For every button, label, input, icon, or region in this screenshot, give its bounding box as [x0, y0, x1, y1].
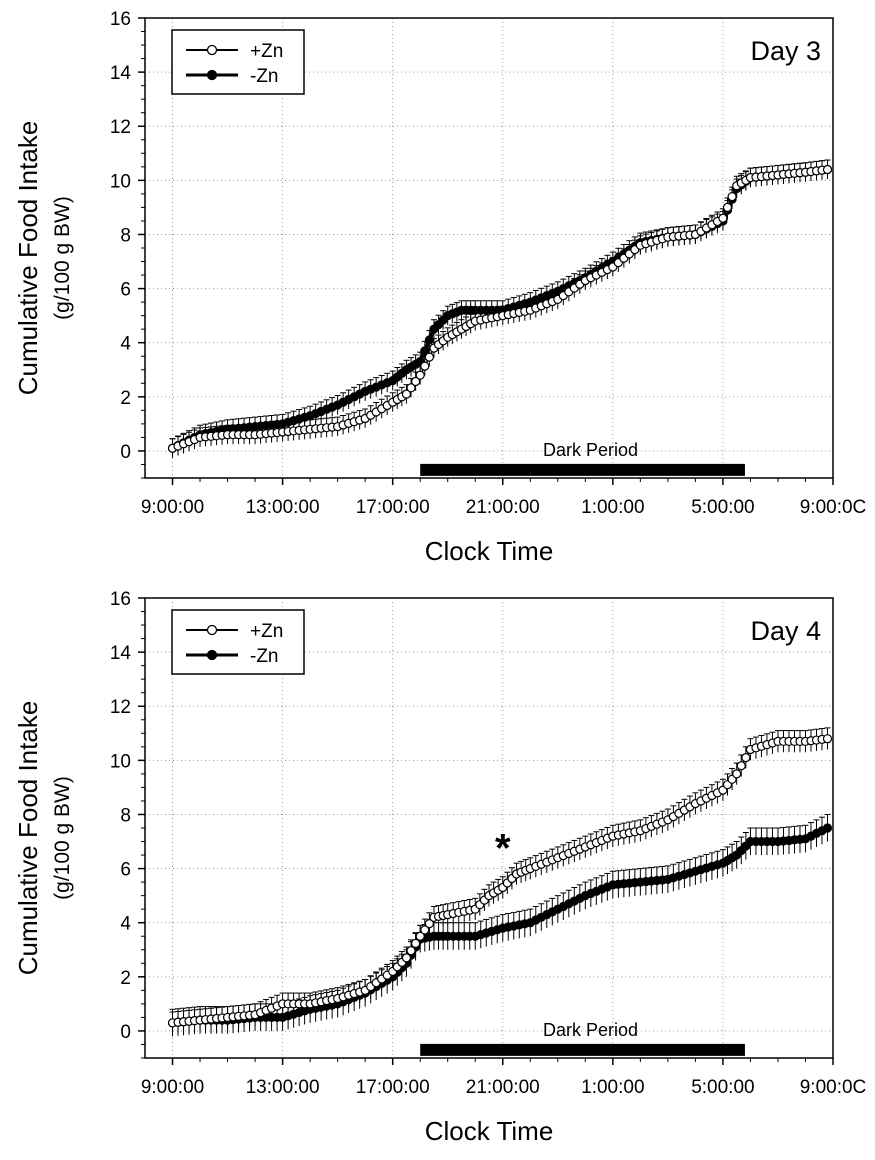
y-tick-label: 12 — [110, 697, 131, 718]
data-point — [415, 370, 425, 380]
y-tick-label: 4 — [120, 914, 131, 935]
data-point — [722, 202, 733, 213]
x-axis: 9:00:00 13:00:00 17:00:00 21:00:00 1:00:00 5:… — [141, 1058, 866, 1098]
chart-panel-day-3: 0 2 4 6 8 10 12 14 16 9:00:00 13:00:00 17:00:00 21:0… — [13, 9, 866, 566]
y-tick-label: 16 — [110, 589, 131, 610]
y-axis: 0 2 4 6 8 10 12 14 16 — [110, 9, 145, 479]
y-tick-label: 2 — [120, 968, 131, 989]
legend-label: +Zn — [250, 621, 283, 642]
data-point — [732, 769, 742, 779]
data-point — [420, 361, 430, 371]
chart-svg-day-4: 0 2 4 6 8 10 12 14 16 9:00:00 13:00:00 17:00:00 21:0… — [13, 589, 866, 1146]
y-axis: 0 2 4 6 8 10 12 14 16 — [110, 589, 145, 1059]
dark-period-label: Dark Period — [543, 440, 638, 460]
y-tick-label: 8 — [120, 225, 131, 246]
data-point — [736, 761, 746, 771]
dark-period-label: Dark Period — [543, 1020, 638, 1040]
y-tick-label: 8 — [120, 805, 131, 826]
legend-label: +Zn — [250, 41, 283, 62]
x-tick-label: 17:00:00 — [356, 497, 430, 518]
legend: +Zn -Zn — [171, 609, 305, 675]
series-plus-zn — [167, 159, 833, 458]
y-tick-label: 16 — [110, 9, 131, 30]
x-tick-label: 13:00:00 — [246, 1077, 320, 1098]
x-tick-label: 1:00:00 — [581, 497, 644, 518]
x-tick-label: 9:00:00 — [141, 1077, 204, 1098]
y-tick-label: 6 — [120, 280, 131, 301]
legend-box — [171, 29, 305, 95]
x-tick-label: 9:00:0C — [800, 1077, 867, 1098]
data-point — [406, 946, 416, 956]
y-axis-subtitle: (g/100 g BW) — [51, 196, 74, 320]
data-point — [406, 383, 416, 393]
x-tick-label: 17:00:00 — [356, 1077, 430, 1098]
dark-period-bar — [420, 1043, 745, 1056]
x-tick-label: 9:00:00 — [141, 497, 204, 518]
data-point — [401, 953, 412, 963]
data-point — [822, 823, 833, 833]
x-tick-label: 21:00:00 — [466, 1077, 540, 1098]
x-tick-label: 9:00:0C — [800, 497, 867, 518]
legend-label: -Zn — [250, 66, 279, 87]
legend: +Zn -Zn — [171, 29, 305, 95]
y-axis-title: Cumulative Food Intake — [13, 701, 43, 976]
x-axis: 9:00:00 13:00:00 17:00:00 21:00:00 1:00:00 5:… — [141, 478, 866, 518]
data-point — [401, 389, 412, 399]
legend-box — [171, 609, 305, 675]
panel-label: Day 4 — [750, 616, 821, 646]
chart-svg-day-3: 0 2 4 6 8 10 12 14 16 9:00:00 13:00:00 17:00:00 21:0… — [13, 9, 866, 566]
data-point — [822, 734, 833, 744]
legend-swatch-marker — [206, 69, 218, 81]
y-tick-label: 14 — [110, 643, 132, 664]
dark-period-bar — [420, 463, 745, 476]
data-point — [822, 164, 833, 175]
data-point — [424, 352, 434, 362]
chart-panel-day-4: 0 2 4 6 8 10 12 14 16 9:00:00 13:00:00 17:00:00 21:0… — [0, 580, 875, 1160]
y-axis-title: Cumulative Food Intake — [13, 121, 43, 396]
data-point — [415, 931, 425, 941]
data-point — [411, 938, 421, 949]
x-tick-label: 5:00:00 — [691, 497, 754, 518]
y-tick-label: 6 — [120, 860, 131, 881]
x-axis-title: Clock Time — [425, 1116, 554, 1146]
x-tick-label: 5:00:00 — [691, 1077, 754, 1098]
y-tick-label: 12 — [110, 117, 131, 138]
panel-label: Day 3 — [750, 36, 821, 66]
significance-marker: * — [495, 827, 511, 871]
legend-label: -Zn — [250, 646, 279, 667]
x-tick-label: 21:00:00 — [466, 497, 540, 518]
legend-swatch-marker — [206, 649, 218, 661]
x-tick-label: 1:00:00 — [581, 1077, 644, 1098]
data-point — [424, 919, 434, 929]
data-point — [420, 346, 430, 356]
y-tick-label: 10 — [110, 751, 131, 772]
y-tick-label: 14 — [110, 63, 132, 84]
data-point — [424, 335, 434, 345]
data-point — [741, 753, 751, 763]
x-axis-title: Clock Time — [425, 536, 554, 566]
data-point — [411, 376, 421, 387]
y-axis-subtitle: (g/100 g BW) — [51, 776, 74, 900]
data-point — [420, 925, 430, 935]
series-minus-zn — [167, 813, 833, 1037]
y-tick-label: 4 — [120, 334, 131, 355]
x-tick-label: 13:00:00 — [246, 497, 320, 518]
legend-swatch-marker — [206, 44, 218, 56]
data-point — [718, 213, 728, 223]
legend-swatch-marker — [206, 624, 218, 636]
y-tick-label: 0 — [120, 442, 131, 463]
y-tick-label: 10 — [110, 171, 131, 192]
series-plus-zn — [167, 727, 833, 1034]
y-tick-label: 0 — [120, 1022, 131, 1043]
data-point — [727, 191, 737, 202]
y-tick-label: 2 — [120, 388, 131, 409]
